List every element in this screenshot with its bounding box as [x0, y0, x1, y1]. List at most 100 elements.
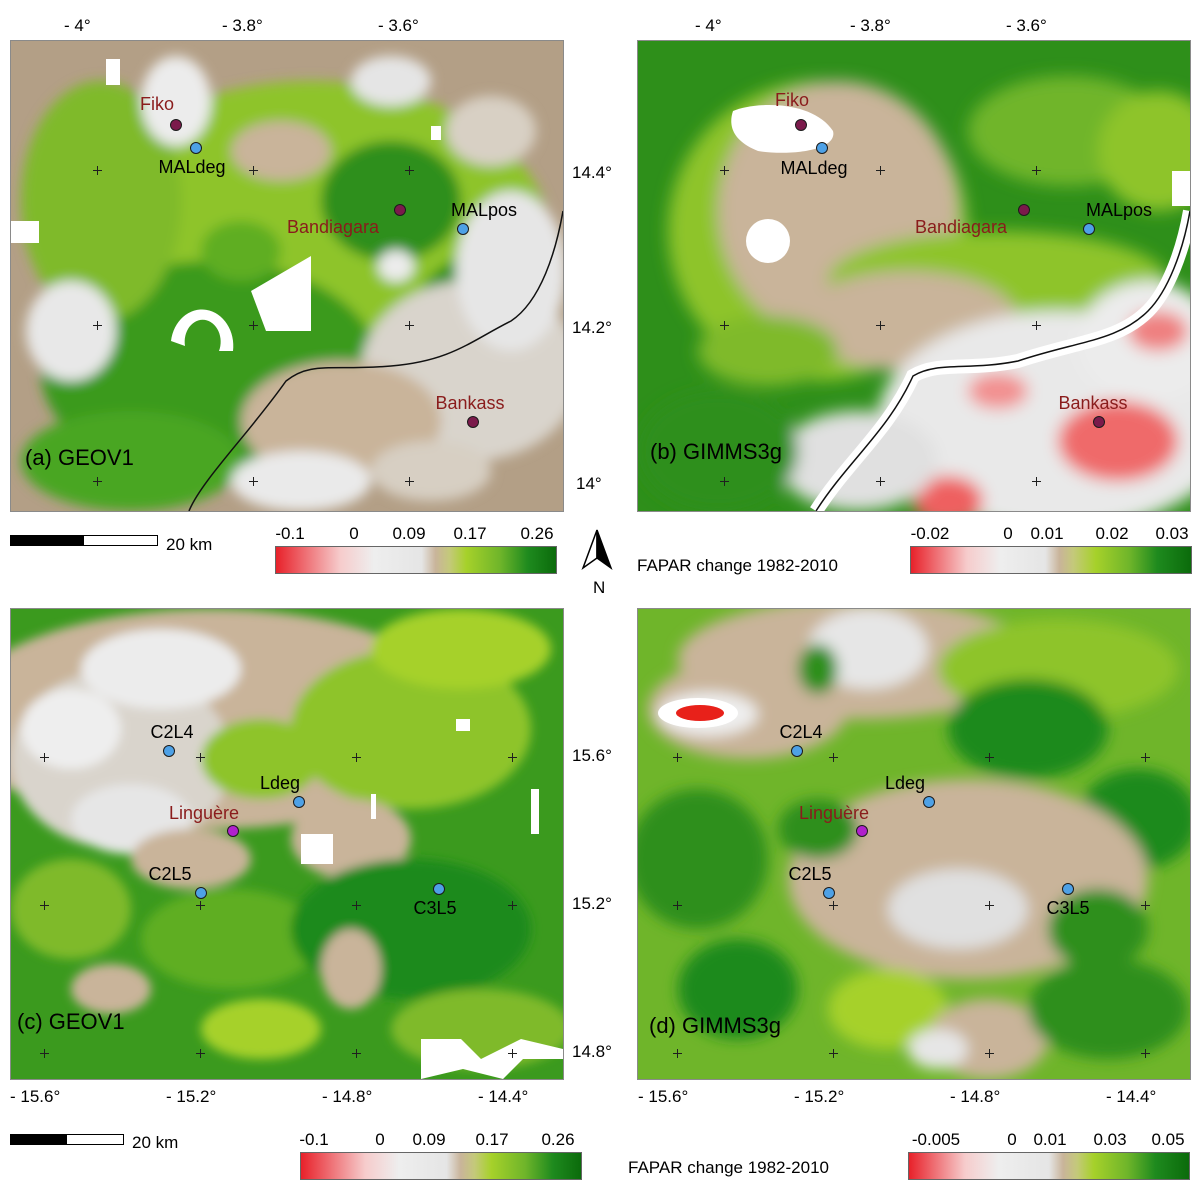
site-marker-c2l4: [791, 745, 803, 757]
site-label-c2l4: C2L4: [779, 722, 823, 742]
site-label-c2l5: C2L5: [788, 864, 832, 884]
lon-tick: - 15.6°: [10, 1087, 61, 1106]
scale-bar: [10, 535, 158, 546]
fapar-raster-b: [638, 76, 1190, 511]
legend-tick: 0.09: [392, 524, 426, 543]
town-marker-fiko: [795, 119, 807, 131]
graticule-cross: [720, 477, 729, 486]
legend-tick: -0.1: [299, 1130, 329, 1149]
scale-label: 20 km: [132, 1133, 179, 1152]
graticule-cross: [508, 1049, 517, 1058]
site-marker-ldeg: [293, 796, 305, 808]
lon-tick: - 14.4°: [1106, 1087, 1157, 1106]
graticule-cross: [985, 901, 994, 910]
site-label-c3l5: C3L5: [413, 898, 457, 918]
graticule-cross: [1032, 477, 1041, 486]
lat-tick: 15.6°: [572, 746, 612, 765]
legend-tick: 0: [1003, 524, 1013, 543]
town-label-fiko: Fiko: [139, 94, 175, 114]
graticule-cross: [673, 753, 682, 762]
town-marker-bankass: [467, 416, 479, 428]
town-label-linguere: Linguère: [168, 803, 240, 823]
fapar-raster-c: [11, 609, 563, 1079]
legend-tick: 0: [349, 524, 359, 543]
site-label-ldeg: Ldeg: [884, 773, 926, 793]
legend-tick: 0.02: [1095, 524, 1129, 543]
legend-colorbar-c: [300, 1152, 582, 1180]
site-label-ldeg: Ldeg: [259, 773, 301, 793]
graticule-cross: [1141, 753, 1150, 762]
graticule-cross: [720, 166, 729, 175]
graticule-cross: [829, 901, 838, 910]
legend-tick: -0.005: [911, 1130, 961, 1149]
site-marker-malpos: [457, 223, 469, 235]
graticule-cross: [40, 1049, 49, 1058]
graticule-cross: [249, 321, 258, 330]
town-label-bankass: Bankass: [435, 393, 505, 413]
site-marker-malpos: [1083, 223, 1095, 235]
lon-tick: - 14.4°: [478, 1087, 529, 1106]
north-label: N: [593, 578, 606, 597]
site-marker-c2l4: [163, 745, 175, 757]
graticule-cross: [1141, 1049, 1150, 1058]
graticule-cross: [249, 477, 258, 486]
graticule-cross: [1032, 321, 1041, 330]
town-label-bandiagara: Bandiagara: [914, 217, 1008, 237]
town-marker-linguere: [856, 825, 868, 837]
graticule-cross: [1141, 901, 1150, 910]
panel-label-c: (c) GEOV1: [17, 1009, 125, 1034]
town-label-linguere: Linguère: [798, 803, 870, 823]
site-label-maldeg: MALdeg: [780, 158, 848, 178]
graticule-cross: [93, 166, 102, 175]
legend-title: FAPAR change 1982-2010: [628, 1158, 829, 1177]
lat-tick: 14.8°: [572, 1042, 612, 1061]
graticule-cross: [405, 477, 414, 486]
legend-tick: 0.09: [412, 1130, 446, 1149]
legend-tick: 0: [375, 1130, 385, 1149]
map-panel-d: (d) GIMMS3g: [637, 608, 1191, 1080]
graticule-cross: [405, 321, 414, 330]
lon-tick: - 3.6°: [1006, 16, 1047, 35]
lat-tick: 14.4°: [572, 163, 612, 182]
town-label-bandiagara: Bandiagara: [286, 217, 380, 237]
lon-tick: - 15.6°: [638, 1087, 689, 1106]
graticule-cross: [249, 166, 258, 175]
graticule-cross: [985, 1049, 994, 1058]
site-label-c2l4: C2L4: [150, 722, 194, 742]
legend-tick: 0.01: [1033, 1130, 1067, 1149]
graticule-cross: [985, 753, 994, 762]
site-label-malpos: MALpos: [450, 200, 518, 220]
legend-tick: 0.03: [1093, 1130, 1127, 1149]
legend-tick: 0: [1007, 1130, 1017, 1149]
town-marker-bandiagara: [1018, 204, 1030, 216]
lon-tick: - 3.8°: [850, 16, 891, 35]
graticule-cross: [673, 901, 682, 910]
lon-tick: - 15.2°: [166, 1087, 217, 1106]
lon-tick: - 4°: [695, 16, 722, 35]
lon-tick: - 3.6°: [378, 16, 419, 35]
lon-tick: - 3.8°: [222, 16, 263, 35]
town-marker-bankass: [1093, 416, 1105, 428]
graticule-cross: [352, 901, 361, 910]
graticule-cross: [93, 477, 102, 486]
legend-colorbar-d: [908, 1152, 1190, 1180]
graticule-cross: [876, 477, 885, 486]
site-label-c3l5: C3L5: [1046, 898, 1090, 918]
legend-tick: 0.03: [1155, 524, 1189, 543]
town-marker-bandiagara: [394, 204, 406, 216]
legend-title: FAPAR change 1982-2010: [637, 556, 838, 575]
lat-tick: 14°: [576, 474, 602, 493]
graticule-cross: [196, 753, 205, 762]
town-marker-fiko: [170, 119, 182, 131]
site-marker-c2l5: [823, 887, 835, 899]
graticule-cross: [1032, 166, 1041, 175]
scale-label: 20 km: [166, 535, 213, 554]
legend-tick: 0.05: [1151, 1130, 1185, 1149]
graticule-cross: [405, 166, 414, 175]
site-label-maldeg: MALdeg: [158, 157, 226, 177]
site-marker-c3l5: [1062, 883, 1074, 895]
panel-label-d: (d) GIMMS3g: [649, 1013, 782, 1038]
graticule-cross: [829, 753, 838, 762]
site-label-malpos: MALpos: [1085, 200, 1153, 220]
legend-tick: -0.1: [275, 524, 305, 543]
